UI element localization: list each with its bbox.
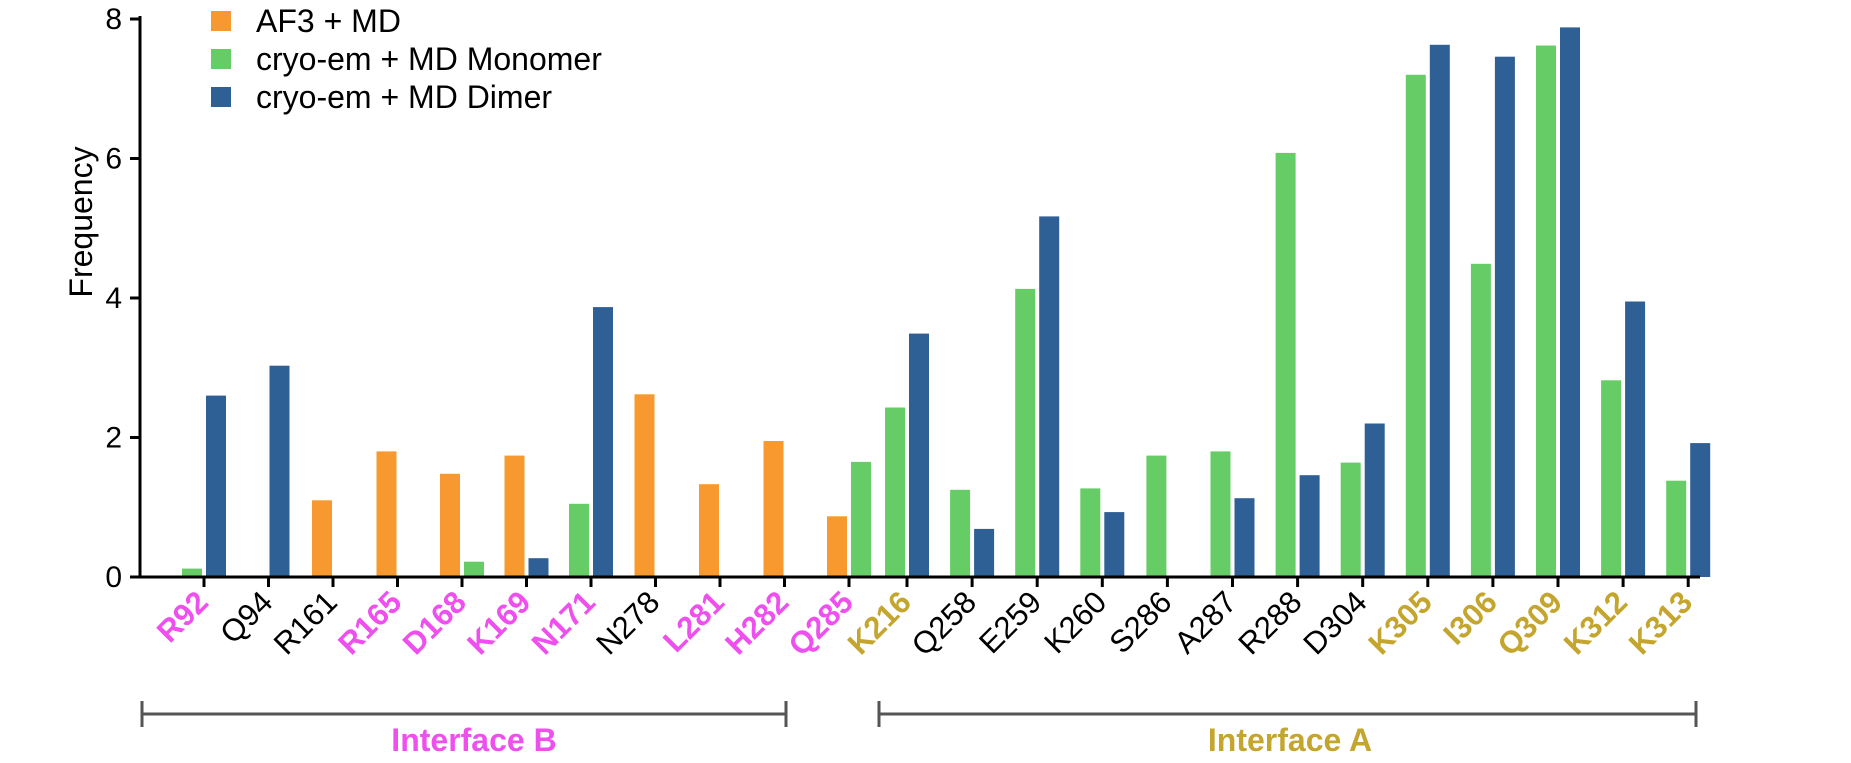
y-tick-label: 8 [105, 3, 122, 36]
x-tick-label: R165 [331, 584, 408, 661]
bar [1536, 45, 1556, 577]
x-tick-label: S286 [1102, 584, 1178, 660]
legend-swatch [211, 49, 231, 69]
bar [634, 394, 655, 577]
bar [909, 333, 929, 577]
x-tick-label: K169 [460, 584, 537, 661]
bar [1146, 455, 1167, 577]
y-tick-label: 4 [105, 282, 122, 315]
bar [464, 561, 484, 577]
x-tick-label: H282 [718, 584, 795, 661]
y-tick-label: 0 [105, 561, 122, 594]
bar [1104, 512, 1125, 577]
bar [312, 500, 332, 577]
x-tick-label: R288 [1231, 584, 1308, 661]
y-tick-label: 2 [105, 422, 122, 455]
bar [1275, 152, 1296, 577]
category-labels: R92Q94R161R165D168K169N171N278L281H282Q2… [150, 584, 1699, 662]
bar [1210, 451, 1231, 577]
bar [440, 473, 460, 577]
bar [1039, 216, 1060, 577]
bar [851, 461, 871, 577]
bar [1429, 44, 1450, 578]
bar [1690, 443, 1711, 577]
bar [376, 451, 397, 577]
bar [699, 484, 719, 577]
bar [1470, 263, 1491, 577]
bar [1364, 423, 1385, 577]
bar [763, 441, 784, 577]
x-tick-label: Q258 [905, 584, 983, 662]
group-label: Interface A [1208, 722, 1372, 758]
x-tick-label: A287 [1168, 584, 1244, 660]
x-tick-label: L281 [656, 584, 731, 659]
bar [269, 365, 290, 577]
x-tick-label: D304 [1296, 584, 1373, 661]
bar [206, 395, 226, 577]
x-tick-label: N278 [589, 584, 666, 661]
x-tick-label: D168 [396, 584, 473, 661]
bar [504, 455, 525, 577]
x-tick-label: E259 [972, 584, 1048, 660]
bar [182, 568, 202, 577]
bar [974, 528, 995, 577]
legend-label: cryo-em + MD Monomer [256, 41, 602, 77]
group-label: Interface B [391, 722, 556, 758]
bar [885, 407, 905, 577]
bar [1560, 27, 1580, 577]
bars [182, 27, 1711, 578]
legend-swatch [211, 87, 231, 107]
x-tick-label: K313 [1622, 584, 1699, 661]
bar [1299, 475, 1320, 577]
legend-swatch [211, 11, 231, 31]
x-tick-label: K260 [1037, 584, 1113, 660]
interface-brackets: Interface B Interface A [140, 701, 1698, 758]
y-axis-title: Frequency [63, 146, 99, 297]
bar [1601, 380, 1622, 577]
x-axis [138, 575, 1700, 587]
x-tick-label: R161 [267, 584, 344, 661]
y-axis: 0 2 4 6 8 [105, 3, 142, 594]
legend-label: AF3 + MD [256, 3, 401, 39]
x-tick-label: N171 [525, 584, 602, 661]
bar [1234, 498, 1255, 577]
bar [593, 307, 613, 577]
x-tick-label: K312 [1557, 584, 1634, 661]
bar [1625, 301, 1646, 577]
bar [827, 516, 847, 577]
bar [1080, 488, 1101, 577]
bar [528, 558, 549, 577]
y-tick-label: 6 [105, 143, 122, 176]
bar [569, 503, 589, 577]
legend-label: cryo-em + MD Dimer [256, 79, 552, 115]
x-tick-label: Q309 [1491, 584, 1569, 662]
x-tick-label: R92 [150, 584, 215, 649]
bar [1666, 480, 1687, 577]
bar [1340, 462, 1361, 577]
bar [1015, 288, 1036, 577]
bar [1405, 74, 1426, 578]
x-tick-label: Q285 [782, 584, 860, 662]
x-tick-label: K216 [841, 584, 918, 661]
x-tick-label: K305 [1362, 584, 1439, 661]
bar [950, 489, 971, 577]
bar [1494, 56, 1515, 577]
